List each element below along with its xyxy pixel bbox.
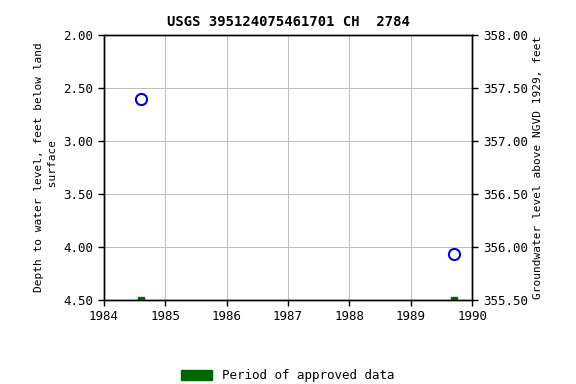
Y-axis label: Groundwater level above NGVD 1929, feet: Groundwater level above NGVD 1929, feet (533, 35, 543, 299)
Title: USGS 395124075461701 CH  2784: USGS 395124075461701 CH 2784 (166, 15, 410, 29)
Legend: Period of approved data: Period of approved data (176, 364, 400, 384)
Y-axis label: Depth to water level, feet below land
 surface: Depth to water level, feet below land su… (34, 42, 58, 292)
